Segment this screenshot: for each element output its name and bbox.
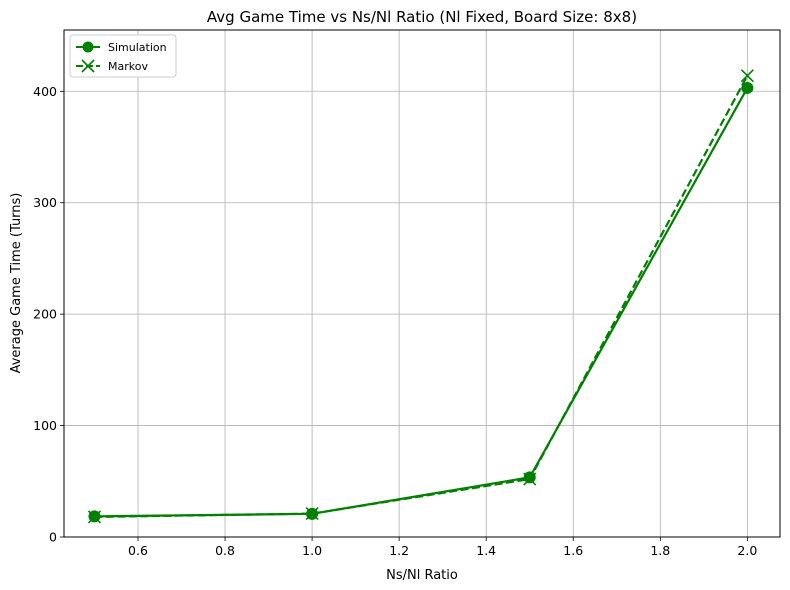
chart-title: Avg Game Time vs Ns/Nl Ratio (Nl Fixed, …	[207, 8, 637, 26]
legend-markov-label: Markov	[108, 60, 148, 73]
x-tick-label: 1.4	[476, 543, 496, 558]
series-layer	[87, 69, 754, 524]
plot-area-frame	[63, 29, 781, 538]
y-tick-label: 0	[49, 530, 57, 545]
legend-simulation-marker	[82, 41, 94, 53]
legend-markov-marker	[81, 59, 95, 73]
ticks: 0.6 0.8 1.0 1.2 1.4 1.6 1.8 2.0 0 100 200 300 400	[33, 84, 757, 558]
point-simulation	[741, 81, 754, 94]
y-tick-label: 200	[33, 307, 57, 322]
legend: Simulation Markov	[69, 34, 177, 78]
series-line-markov	[94, 75, 749, 519]
x-tick-label: 1.6	[563, 543, 583, 558]
x-tick-label: 1.8	[650, 543, 670, 558]
x-tick-label: 1.0	[302, 543, 322, 558]
y-tick-label: 400	[33, 84, 57, 99]
point-markov	[87, 510, 102, 524]
x-axis-label: Ns/Nl Ratio	[386, 568, 458, 583]
x-tick-label: 2.0	[737, 543, 757, 558]
x-tick-label: 0.6	[128, 543, 148, 558]
x-tick-label: 0.8	[215, 543, 235, 558]
point-markov	[523, 472, 537, 486]
x-tick-label: 1.2	[389, 543, 409, 558]
y-tick-label: 100	[33, 418, 57, 433]
point-simulation	[523, 471, 536, 484]
y-tick-label: 300	[33, 195, 57, 210]
legend-simulation-label: Simulation	[108, 41, 167, 54]
point-markov	[740, 69, 754, 83]
y-axis-label: Average Game Time (Turns)	[9, 193, 24, 374]
point-markov	[305, 507, 319, 521]
